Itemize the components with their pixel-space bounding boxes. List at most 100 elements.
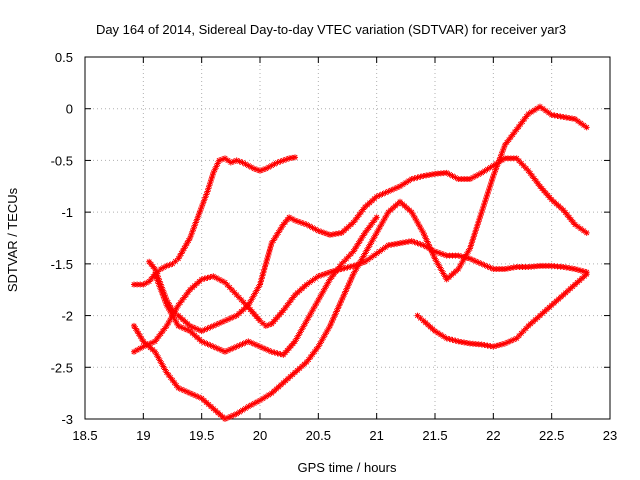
data-point [324,230,331,237]
data-point [318,272,325,279]
data-point [163,302,170,309]
data-point [387,207,394,214]
data-point [299,363,305,370]
data-point [399,200,406,207]
data-point [365,244,372,251]
data-point [191,332,198,339]
data-point [464,254,471,261]
data-point [391,241,398,248]
data-point [364,201,371,208]
data-point [224,316,231,323]
data-point [350,248,357,255]
data-point [484,166,491,173]
data-point [446,336,453,343]
data-point [230,313,237,320]
data-point [313,300,320,307]
data-point [563,264,570,271]
data-point [188,231,195,238]
data-point [309,224,316,231]
data-point [238,308,245,315]
data-point [317,340,323,347]
y-tick-label: -2 [61,309,73,324]
data-point [190,225,197,232]
data-point [397,183,403,190]
data-point [181,325,188,332]
data-point [572,266,578,273]
data-point [271,349,278,356]
data-point [285,375,291,382]
data-point [181,387,188,394]
data-point [520,162,527,169]
data-point [443,169,450,176]
data-point [401,202,408,209]
data-point [579,275,585,282]
data-point [322,285,328,292]
data-point [357,259,363,266]
data-point [478,260,485,267]
data-point [496,342,503,349]
chart-title: Day 164 of 2014, Sidereal Day-to-day VTE… [96,22,566,37]
data-point [160,292,167,299]
data-point [181,294,188,301]
data-point [391,185,398,192]
data-point [254,166,261,173]
data-point [355,262,362,269]
data-point [257,317,263,324]
series-4 [131,103,590,422]
data-point [525,110,532,117]
data-point [236,342,243,349]
data-point [175,384,182,391]
data-point [332,311,339,318]
data-point [467,242,474,249]
data-point [328,273,335,280]
data-point [411,175,418,182]
data-point [302,320,308,327]
data-point [173,382,180,389]
data-point [322,331,328,338]
data-point [179,297,186,304]
data-point [486,185,493,192]
data-point [318,291,325,298]
data-point [420,229,427,236]
data-point [518,160,525,167]
data-point [204,274,211,281]
data-point [414,312,421,319]
data-point [161,296,168,303]
data-point [317,294,323,301]
data-point [172,317,178,324]
data-point [455,338,462,345]
x-tick-label: 20 [253,428,267,443]
data-point [257,278,264,285]
data-point [370,235,377,242]
data-point [287,373,294,380]
data-point [216,157,223,164]
data-point [382,244,389,251]
data-point [239,341,246,348]
data-point [513,155,520,162]
data-point [248,339,255,346]
data-point [329,317,336,324]
data-point [412,215,418,222]
data-point [332,230,339,237]
data-point [457,263,463,270]
data-point [224,281,231,288]
data-point [159,328,166,335]
data-point [162,293,169,300]
data-point [161,290,168,297]
data-point [493,342,500,349]
data-point [394,184,401,191]
data-point [194,216,200,223]
data-point [214,160,221,167]
data-point [478,209,485,216]
data-point [467,255,473,262]
data-point [484,263,491,270]
x-tick-label: 23 [603,428,617,443]
data-point [394,200,401,207]
ticks: 18.5 19 19.5 20 20.5 21 21.5 22 22.5 23 0.5 0 -0.5 -1… [51,50,618,443]
data-point [268,240,275,247]
data-point [140,338,147,345]
data-point [292,291,298,298]
data-point [343,285,350,292]
data-point [207,342,214,349]
